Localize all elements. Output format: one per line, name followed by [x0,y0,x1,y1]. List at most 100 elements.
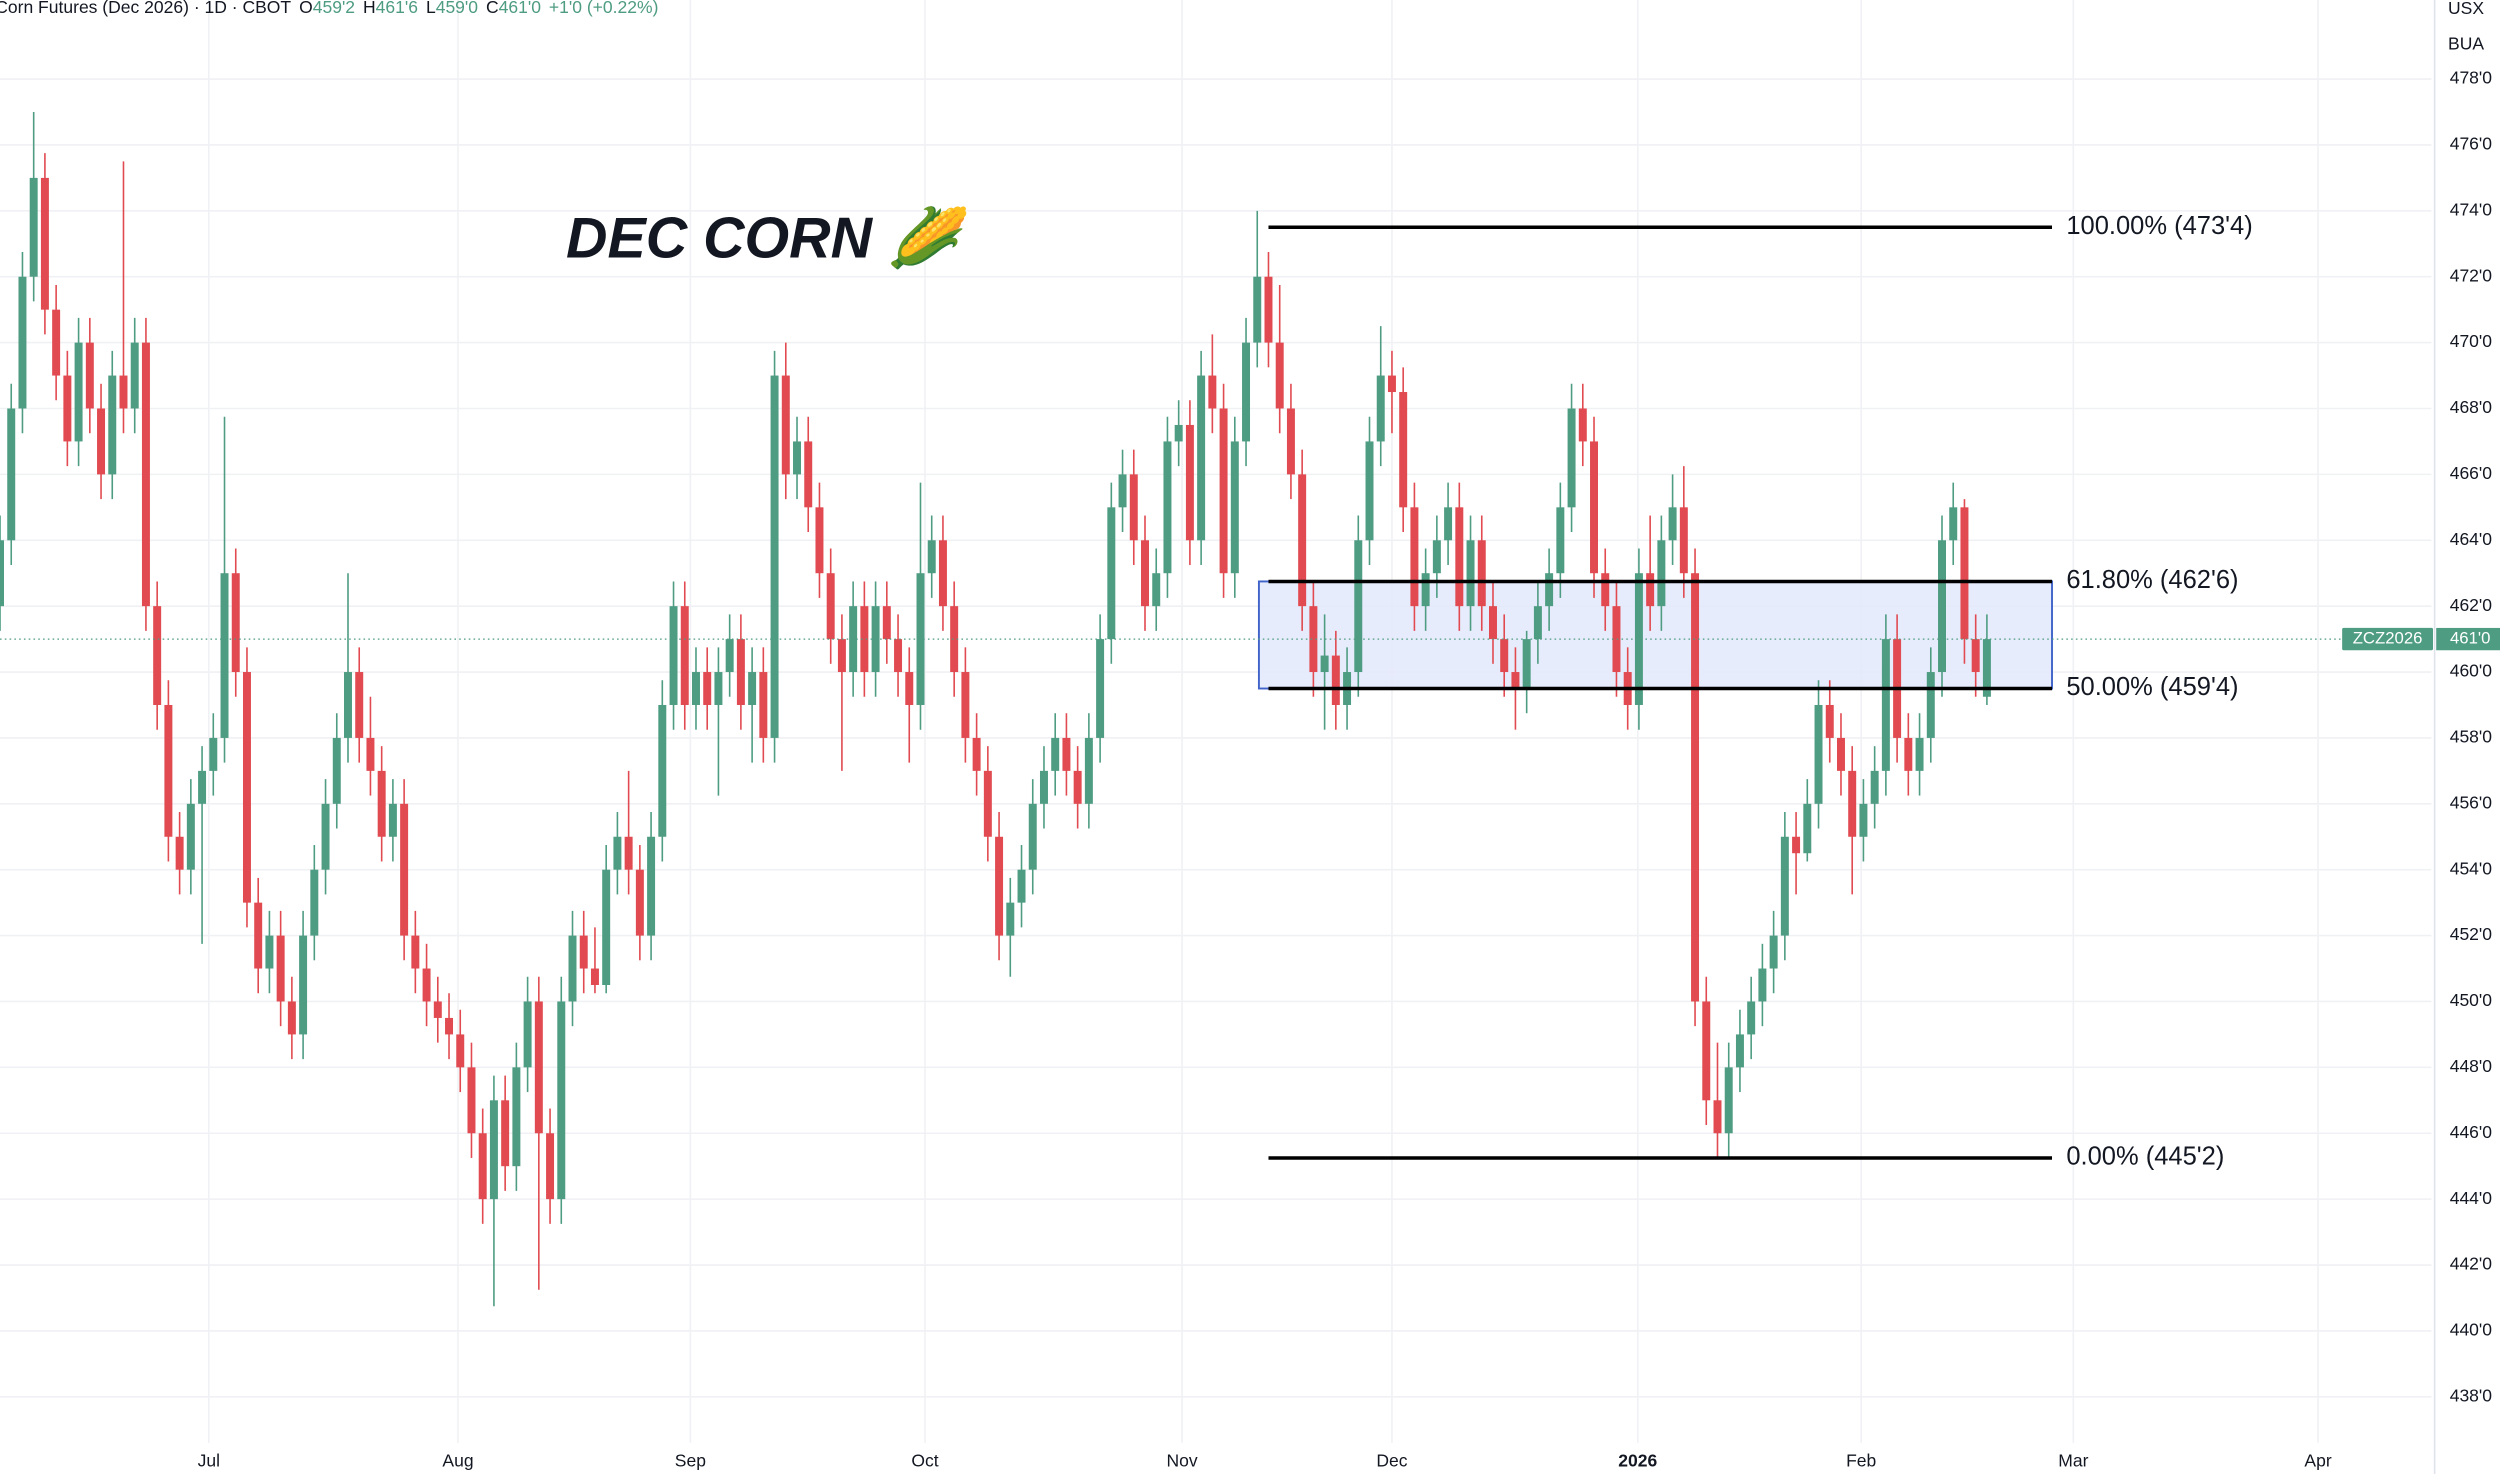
y-tick-label: 448'0 [2450,1056,2493,1076]
candle-body [512,1067,521,1167]
candle-body [1096,639,1105,738]
y-tick-label: 472'0 [2450,265,2493,285]
legend-key: C [486,0,499,17]
x-tick-label: Aug [442,1451,473,1471]
candle-body [1051,737,1060,771]
candle-body [1735,1034,1744,1068]
candle-body [456,1034,465,1068]
candle-body [1174,424,1183,442]
candle-body [242,672,251,903]
candle-body [1578,408,1587,442]
candle-body [860,606,869,673]
candle-body [1713,1100,1722,1134]
candle-body [938,540,947,607]
candle-body [0,540,4,607]
candle-body [1354,540,1363,673]
candle-body [1904,737,1913,771]
legend-key: L [426,0,436,17]
candle-body [119,375,128,409]
candle-body [916,573,925,705]
fib-zone [1257,580,2053,690]
candle-body [344,672,352,738]
candle-body [400,803,409,936]
candle-body [265,935,274,969]
candle-body [164,704,173,837]
y-tick-label: 464'0 [2450,529,2493,549]
candle-body [1152,573,1161,607]
candle-body [1758,968,1767,1002]
candle-body [1444,507,1453,541]
candle-body [186,803,195,870]
candle-body [1601,573,1610,607]
candle-body [299,935,308,1035]
candle-body [972,737,981,771]
candle-body [388,803,397,837]
candle-body [1747,1001,1756,1035]
candle-body [669,606,678,705]
y-tick-label: 458'0 [2450,727,2493,747]
candle-body [1870,770,1879,804]
candle-body [579,935,588,969]
x-tick-label: Dec [1376,1451,1407,1471]
header-title: Corn Futures (Dec 2026) · 1D · CBOT [0,0,291,17]
candle-body [1073,770,1082,804]
candle-body [1556,507,1565,574]
candle-body [276,935,285,1002]
candle-body [355,672,364,738]
candle-body [1567,408,1576,508]
candle-body [29,177,38,277]
candle-body [804,441,813,508]
candle-body [1376,375,1385,442]
y-tick-label: 460'0 [2450,661,2493,681]
candle-body [781,375,790,475]
candle-body [220,573,229,738]
candle-body [1275,342,1284,409]
candle-body [1219,408,1228,574]
candle-body [97,408,106,475]
candle-body [1129,474,1138,541]
candle-body [63,375,72,442]
candle-body [837,639,846,673]
candle-body [647,836,656,936]
candle-body [995,836,1004,936]
x-tick-label: Sep [675,1451,706,1471]
candle-body [1466,540,1475,607]
candle-body [1938,540,1946,673]
candle-body [1197,375,1206,541]
candle-body [635,869,644,936]
candle-body [882,606,891,640]
legend-value: 461'6 [376,0,418,17]
x-tick-label: Apr [2304,1451,2331,1471]
candle-body [1410,507,1419,607]
candle-body [321,803,330,870]
x-tick-label: 2026 [1618,1451,1657,1471]
candle-body [714,672,723,705]
candle-body [1926,672,1935,738]
candle-body [534,1001,543,1134]
candle-body [826,573,835,640]
candle-body [52,309,61,376]
candle-body [74,342,83,442]
legend-value: 461'0 [499,0,542,17]
candle-body [1848,770,1857,837]
candle-body [1039,770,1048,804]
candle-body [40,177,49,310]
change: +1'0 (+0.22%) [549,0,658,17]
candle-body [332,737,341,804]
candle-body [254,902,263,969]
y-tick-label: 468'0 [2450,397,2493,417]
candle-body [7,408,16,541]
candle-body [849,606,858,673]
candle-body [1230,441,1239,574]
candle-body [1286,408,1295,475]
candle-body [927,540,936,574]
candle-body [1365,441,1374,541]
candle-body [624,836,633,870]
candle-body [377,770,386,837]
candle-body [1185,424,1194,541]
y-tick-label: 456'0 [2450,792,2493,812]
candle-body [748,672,757,705]
candle-body [1006,902,1015,936]
y-tick-label: 470'0 [2450,331,2493,351]
